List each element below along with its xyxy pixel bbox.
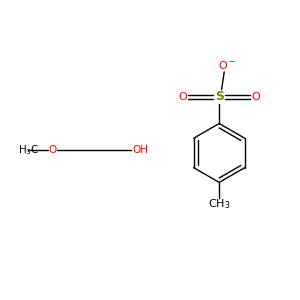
Text: O: O <box>49 145 57 155</box>
Text: H$_3$C: H$_3$C <box>17 143 39 157</box>
Text: OH: OH <box>132 145 148 155</box>
Text: S: S <box>215 91 224 103</box>
Text: O: O <box>252 92 260 102</box>
Text: O$^-$: O$^-$ <box>218 58 236 70</box>
Text: O: O <box>178 92 187 102</box>
Text: CH$_3$: CH$_3$ <box>208 198 230 212</box>
